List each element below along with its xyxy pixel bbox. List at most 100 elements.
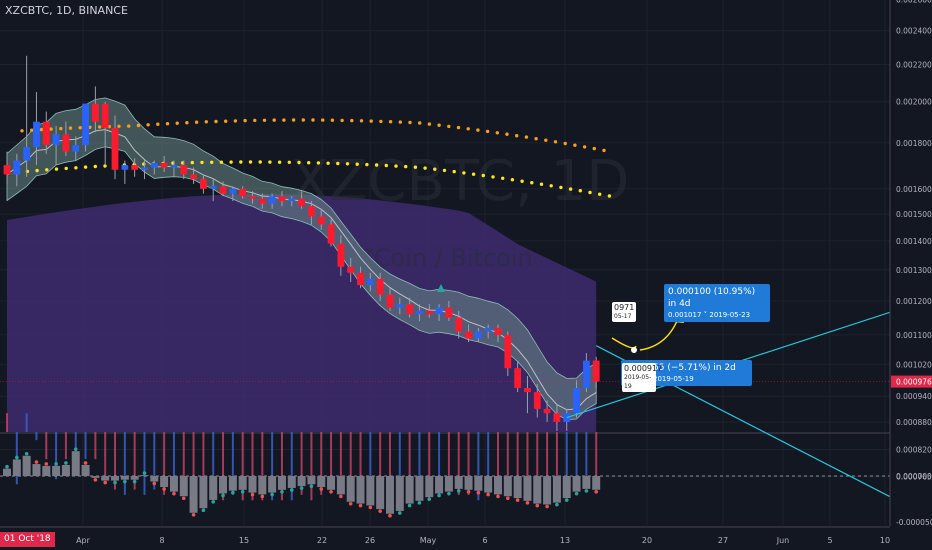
lower-dot bbox=[74, 166, 78, 170]
upper-dot bbox=[204, 120, 208, 124]
upper-dot bbox=[447, 124, 451, 129]
osc-signal-dot bbox=[555, 502, 559, 507]
osc-bar bbox=[150, 476, 159, 482]
osc-bar bbox=[385, 476, 394, 514]
osc-bar bbox=[395, 476, 404, 511]
osc-bar bbox=[523, 476, 532, 501]
osc-signal-dot bbox=[64, 461, 68, 465]
candle-body bbox=[484, 327, 492, 332]
marker-up-line2: 05-17 bbox=[614, 313, 632, 320]
osc-bar bbox=[405, 476, 414, 504]
lower-dot bbox=[471, 172, 476, 176]
osc-bar bbox=[562, 476, 571, 499]
osc-bar bbox=[592, 476, 601, 490]
upper-dot bbox=[515, 134, 519, 138]
marker-up-box: 0971 05-17 bbox=[612, 302, 636, 322]
upper-dot bbox=[602, 148, 606, 153]
upper-dot bbox=[146, 123, 150, 127]
osc-bar bbox=[366, 476, 375, 506]
lower-dot bbox=[491, 175, 495, 179]
upper-dot bbox=[224, 119, 228, 123]
osc-bar bbox=[474, 476, 483, 491]
osc-signal-dot bbox=[398, 511, 402, 515]
candle-body bbox=[504, 334, 512, 369]
time-tick-label: Jun bbox=[776, 536, 790, 545]
upper-dot bbox=[311, 118, 315, 122]
osc-bar bbox=[219, 476, 228, 494]
candle-body bbox=[278, 196, 286, 202]
osc-bar bbox=[71, 451, 80, 476]
chart-header[interactable]: XZCBTC, 1D, BINANCE bbox=[5, 4, 128, 17]
lower-dot bbox=[423, 166, 427, 170]
interval-label[interactable]: 1D bbox=[56, 4, 72, 17]
upper-dot bbox=[156, 122, 160, 126]
projection-dot bbox=[631, 347, 637, 353]
price-axis[interactable]: 0.002600 0.002400 0.002200 0.002000 0.001800… bbox=[889, 0, 932, 550]
osc-signal-dot bbox=[574, 491, 579, 496]
osc-signal-dot bbox=[417, 501, 422, 505]
price-tick-label: 0.001600 bbox=[896, 185, 932, 194]
osc-signal-dot bbox=[594, 490, 598, 494]
projection-up-bubble[interactable]: 0.000100 (10.95%) in 4d 0.001017 ˅ 2019-… bbox=[664, 284, 770, 322]
candle-body bbox=[160, 162, 168, 168]
lower-dot bbox=[365, 162, 369, 167]
osc-signal-dot bbox=[299, 486, 304, 490]
marker-up-line1: 0971 bbox=[614, 303, 635, 312]
candle-body bbox=[553, 413, 561, 422]
lower-dot bbox=[35, 168, 39, 173]
lower-dot bbox=[200, 160, 204, 165]
time-tick-label: 6 bbox=[482, 536, 487, 545]
osc-signal-dot bbox=[113, 480, 117, 485]
lower-dot bbox=[355, 162, 359, 166]
price-tick-label: 0.002400 bbox=[896, 27, 932, 36]
time-axis[interactable]: Apr 8 15 22 26 May 6 13 20 27 Jun 5 10 bbox=[0, 526, 890, 545]
osc-signal-dot bbox=[221, 493, 225, 498]
symbol-label[interactable]: XZCBTC bbox=[5, 4, 50, 17]
lower-dot bbox=[239, 160, 243, 164]
candle-body bbox=[268, 196, 276, 204]
candle-body bbox=[308, 206, 315, 217]
upper-dot bbox=[301, 118, 305, 122]
price-tick-label: 0.001300 bbox=[896, 266, 932, 275]
osc-bar bbox=[42, 465, 51, 476]
osc-bar bbox=[494, 476, 502, 495]
lower-dot bbox=[268, 160, 272, 164]
osc-bar bbox=[277, 476, 286, 490]
osc-signal-dot bbox=[83, 461, 88, 465]
time-tick-label: 13 bbox=[560, 536, 570, 545]
projection-up-text: 0.000100 (10.95%) in 4d bbox=[668, 287, 756, 309]
lower-dot bbox=[394, 164, 398, 168]
upper-dot bbox=[49, 127, 53, 131]
upper-dot bbox=[233, 119, 238, 123]
osc-signal-dot bbox=[427, 497, 432, 501]
upper-dot bbox=[563, 141, 567, 146]
upper-dot bbox=[495, 131, 499, 135]
osc-signal-dot bbox=[447, 491, 451, 496]
candle-body bbox=[386, 294, 394, 308]
lower-dot bbox=[433, 167, 437, 171]
osc-signal-dot bbox=[280, 490, 284, 494]
osc-bar bbox=[228, 476, 237, 491]
upper-dot bbox=[379, 119, 383, 124]
candle-body bbox=[573, 388, 580, 414]
osc-signal-dot bbox=[231, 490, 235, 495]
time-tick-label: Apr bbox=[76, 536, 91, 545]
lower-dot bbox=[345, 162, 350, 166]
lower-dot bbox=[530, 181, 534, 185]
osc-signal-dot bbox=[54, 462, 58, 466]
upper-dot bbox=[505, 132, 509, 136]
candles bbox=[3, 55, 600, 431]
band-fill bbox=[6, 97, 597, 421]
osc-bar bbox=[287, 476, 296, 488]
upper-dot bbox=[272, 118, 276, 122]
osc-signal-dot bbox=[250, 492, 255, 497]
lower-dot bbox=[258, 160, 262, 164]
osc-signal-dot bbox=[496, 494, 500, 499]
osc-bar bbox=[209, 476, 218, 500]
osc-tick-label: 0.000000 bbox=[896, 472, 932, 481]
price-tick-label: 0.002000 bbox=[896, 98, 932, 107]
osc-signal-dot bbox=[348, 501, 353, 506]
candle-body bbox=[425, 310, 433, 315]
candle-body bbox=[406, 304, 414, 315]
